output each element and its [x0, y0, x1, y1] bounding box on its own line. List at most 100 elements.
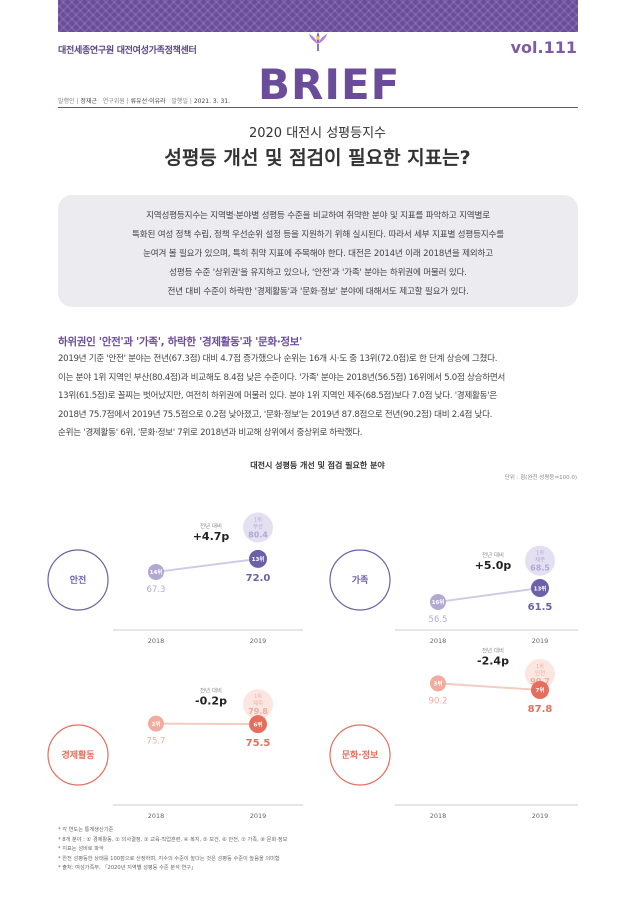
x-tick-label: 2018 — [430, 812, 447, 820]
value-label-2019: 87.8 — [528, 704, 553, 715]
meta-publisher-label: 발행인 — [58, 98, 75, 105]
meta-date-label: 발행일 — [171, 98, 188, 105]
top-rank-label: 1위 — [536, 663, 544, 670]
footnote: * 완전 성평등한 상태를 100점으로 산정하며, 지수의 수준이 높다는 것… — [58, 855, 280, 862]
data-point-2019 — [249, 549, 267, 568]
body-line: 13위(61.5점)로 꼴찌는 벗어났지만, 여전히 하위권에 머물러 있다. … — [58, 391, 497, 401]
data-point-2019 — [531, 681, 549, 699]
top-rank-label: 1위 — [536, 550, 544, 557]
top-rank-bubble — [243, 689, 273, 720]
chart-unit: 단위 : 점(완전 성평등=100.0) — [504, 475, 577, 481]
value-label-2018: 75.7 — [147, 737, 166, 747]
header-pattern-band — [58, 0, 578, 32]
change-value: +5.0p — [475, 559, 512, 572]
category-label: 가족 — [352, 574, 369, 586]
data-point-2019 — [249, 715, 267, 734]
footnote: * 8개 분야 : ① 경제활동, ② 의사결정, ③ 교육·직업훈련, ④ 복… — [58, 836, 288, 843]
category-circle — [47, 549, 109, 611]
top-value-label: 68.5 — [530, 564, 550, 573]
rank-label: 2위 — [152, 720, 161, 728]
footnote: * 출처: 여성가족부, 「2020년 지역별 성평등 수준 분석 연구」 — [58, 865, 197, 871]
section-body: 2019년 기준 '안전' 분야는 전년(67.3점) 대비 4.7점 증가했으… — [58, 350, 578, 443]
organization-name: 대전세종연구원 대전여성가족정책센터 — [58, 46, 197, 56]
x-tick-label: 2019 — [250, 637, 267, 645]
top-rank-label: 1위 — [254, 517, 262, 524]
change-value: -0.2p — [195, 695, 227, 708]
value-label-2019: 72.0 — [246, 573, 271, 584]
section-heading: 하위권인 '안전'과 '가족', 하락한 '경제활동'과 '문화·정보' — [58, 336, 303, 348]
page-title: 성평등 개선 및 점검이 필요한 지표는? — [164, 147, 471, 169]
meta-date: 2021. 3. 31. — [193, 98, 231, 105]
rank-label: 3위 — [434, 680, 443, 688]
change-caption: 전년 대비 — [200, 522, 222, 530]
footnotes: * 각 연도는 통계생산기준 * 8개 분야 : ① 경제활동, ② 의사결정,… — [58, 826, 578, 874]
series-line — [155, 722, 259, 726]
body-line: 2018년 75.7점에서 2019년 75.5점으로 0.2점 낮아졌고, '… — [58, 409, 493, 420]
change-caption: 전년 대비 — [482, 646, 504, 654]
summary-box: 지역성평등지수는 지역별·분야별 성평등 수준을 비교하여 취약한 분야 및 지… — [58, 195, 578, 307]
summary-line: 눈여겨 볼 필요가 있으며, 특히 취약 지표에 주목해야 한다. 대전은 20… — [143, 249, 493, 259]
publication-meta: 발행인 | 정재근 연구위원 | 류유선·이유라 발행일 | 2021. 3. … — [58, 98, 231, 105]
rank-label: 14위 — [150, 568, 163, 576]
change-value: -2.4p — [477, 654, 509, 667]
top-rank-bubble — [525, 545, 555, 576]
rank-label: 13위 — [252, 555, 265, 563]
body-line: 순위는 '경제활동' 6위, '문화·정보' 7위로 2018년과 비교해 상위… — [58, 428, 363, 438]
x-tick-label: 2019 — [532, 637, 549, 645]
top-region-label: 부산 — [253, 523, 263, 531]
value-label-2018: 67.3 — [147, 585, 166, 595]
summary-line: 성평등 수준 '상위권'을 유지하고 있으나, '안전'과 '가족' 분야는 하… — [169, 268, 467, 278]
x-tick-label: 2018 — [430, 637, 447, 645]
value-label-2019: 75.5 — [246, 738, 271, 749]
top-value-label: 80.4 — [248, 531, 268, 540]
top-region-label: 제주 — [253, 699, 263, 707]
change-caption: 전년 대비 — [200, 687, 222, 695]
series-line — [437, 682, 541, 691]
series-line — [155, 557, 259, 573]
data-point-2018 — [430, 675, 446, 692]
chart-title: 대전시 성평등 개선 및 점검 필요한 분야 — [250, 461, 385, 470]
category-circle — [329, 549, 391, 611]
data-point-2019 — [531, 579, 549, 598]
data-point-2018 — [148, 715, 164, 732]
change-caption: 전년 대비 — [482, 551, 504, 559]
summary-line: 특화된 여성 정책 수립, 정책 우선순위 설정 등을 지원하기 위해 실시된다… — [132, 230, 504, 240]
x-tick-label: 2019 — [532, 812, 549, 820]
x-tick-label: 2019 — [250, 812, 267, 820]
body-line: 이는 분야 1위 지역인 부산(80.4점)과 비교해도 8.4점 낮은 수준이… — [58, 372, 506, 383]
category-circle — [329, 724, 391, 786]
data-point-2018 — [430, 593, 446, 610]
volume-number: vol.111 — [510, 38, 577, 57]
header-divider — [58, 107, 578, 108]
footnote: * 각 연도는 통계생산기준 — [58, 827, 114, 833]
category-label: 문화·정보 — [342, 749, 379, 761]
category-circle — [47, 724, 109, 786]
category-label: 경제활동 — [61, 749, 94, 761]
x-tick-label: 2018 — [148, 637, 165, 645]
rank-label: 7위 — [536, 686, 545, 694]
rank-label: 13위 — [534, 584, 547, 592]
change-value: +4.7p — [193, 530, 230, 543]
meta-editor-label: 연구위원 — [102, 98, 125, 105]
footnote: * 지표는 성비로 파악 — [58, 846, 104, 852]
value-label-2018: 56.5 — [429, 615, 448, 625]
top-region-label: 제주 — [535, 556, 545, 564]
brief-logo: BRIEF — [258, 60, 401, 109]
meta-publisher: 정재근 — [80, 98, 97, 105]
top-rank-label: 1위 — [254, 693, 262, 700]
value-label-2018: 90.2 — [429, 696, 448, 706]
value-label-2019: 61.5 — [528, 602, 553, 613]
meta-editor: 류유선·이유라 — [130, 98, 166, 105]
rank-label: 6위 — [254, 720, 263, 728]
top-region-label: 인천 — [535, 669, 545, 677]
body-line: 2019년 기준 '안전' 분야는 전년(67.3점) 대비 4.7점 증가했으… — [58, 354, 498, 364]
top-rank-bubble — [243, 512, 273, 543]
rank-label: 16위 — [432, 598, 445, 606]
x-tick-label: 2018 — [148, 812, 165, 820]
top-rank-bubble — [525, 658, 555, 689]
data-point-2018 — [148, 563, 164, 580]
page-subtitle: 2020 대전시 성평등지수 — [248, 126, 387, 141]
summary-line: 지역성평등지수는 지역별·분야별 성평등 수준을 비교하여 취약한 분야 및 지… — [146, 211, 490, 221]
top-value-label: 79.8 — [248, 707, 268, 716]
